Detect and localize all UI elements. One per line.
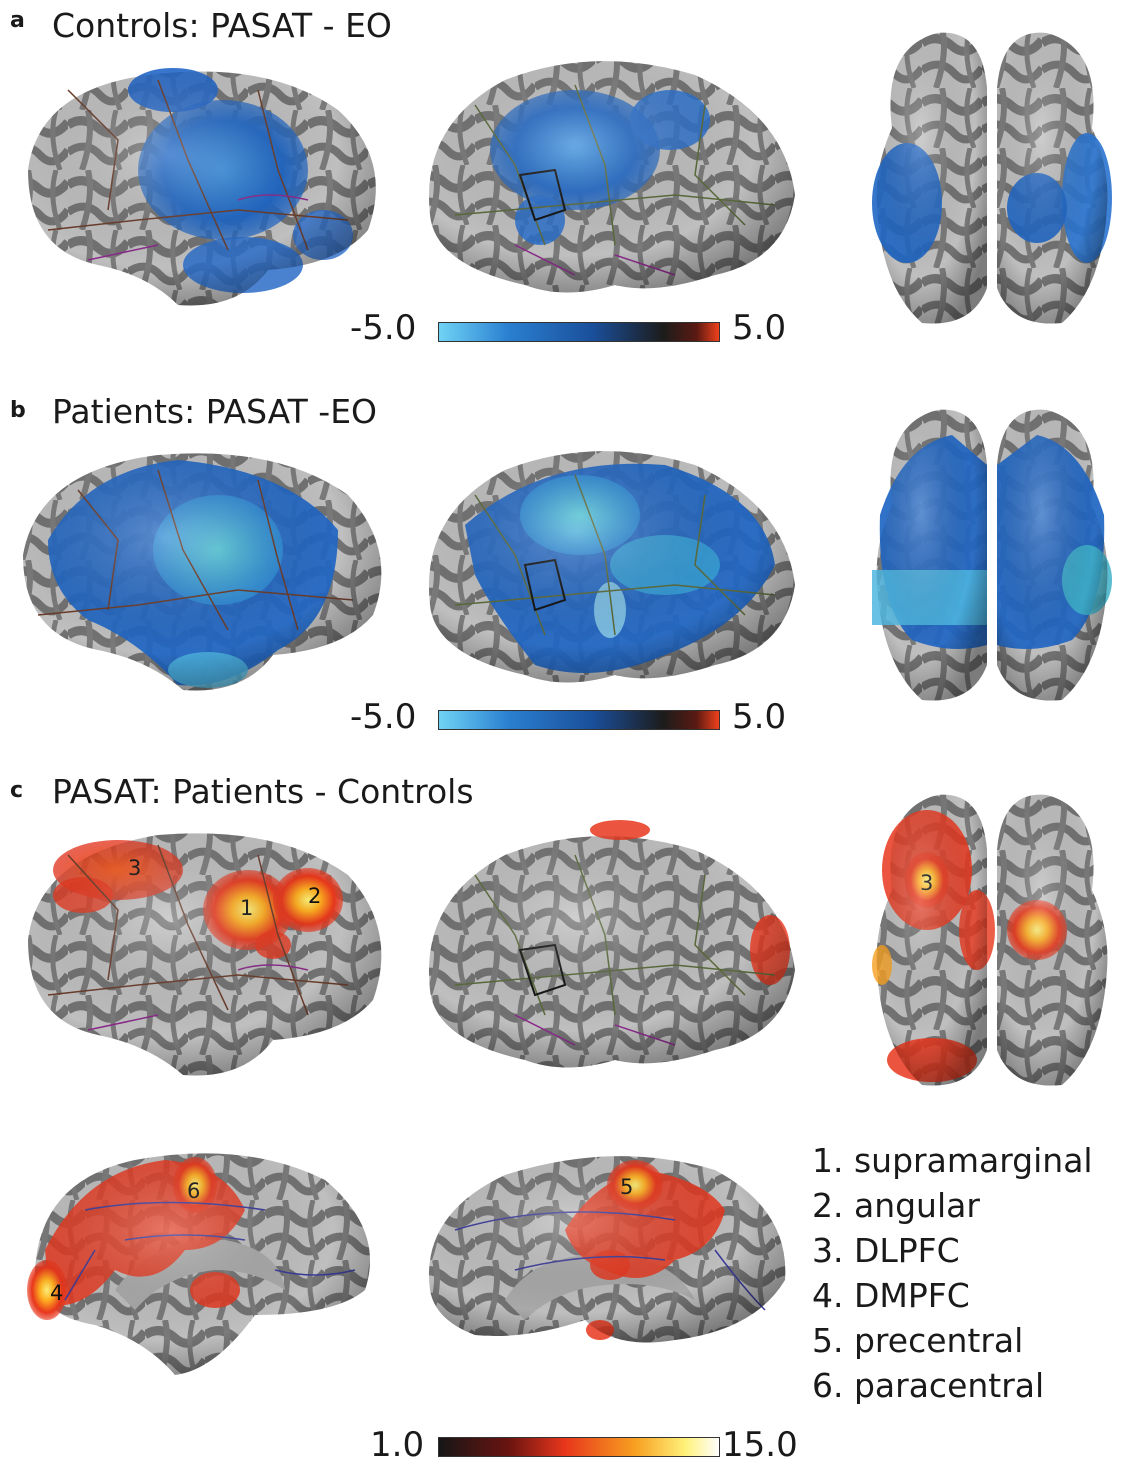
panel-a-colorbar-min: -5.0 (350, 308, 417, 348)
panel-c-title: PASAT: Patients - Controls (52, 772, 474, 811)
panel-a-colorbar (438, 322, 720, 342)
panel-b-lateral-left-brain (23, 453, 382, 691)
legend-item-angular: 2. angular (812, 1186, 980, 1225)
panel-a-letter: a (10, 8, 25, 33)
panel-b-dorsal-brain (872, 409, 1112, 701)
panel-a-colorbar-max: 5.0 (732, 308, 787, 348)
panel-b-colorbar-max: 5.0 (732, 697, 787, 737)
panel-a-lateral-right-brain (428, 61, 795, 293)
panel-c-letter: c (10, 778, 24, 803)
legend-item-precentral: 5. precentral (812, 1321, 1024, 1360)
panel-b-lateral-right-brain (428, 451, 795, 683)
legend-item-dmpfc: 4. DMPFC (812, 1276, 970, 1315)
panel-c-medial-right-brain: 5 (428, 1156, 786, 1343)
legend-item-supramarginal: 1. supramarginal (812, 1141, 1093, 1180)
panel-c-colorbar-max: 15.0 (722, 1425, 798, 1465)
panel-b-colorbar (438, 710, 720, 730)
legend-item-dlpfc: 3. DLPFC (812, 1231, 960, 1270)
panel-a-title: Controls: PASAT - EO (52, 6, 392, 45)
panel-b-colorbar-min: -5.0 (350, 697, 417, 737)
panel-c-dorsal-brain: 3 (872, 794, 1108, 1086)
panel-c-lateral-right-brain (428, 820, 795, 1068)
panel-c-colorbar-min: 1.0 (370, 1425, 425, 1465)
panel-c-medial-left-brain: 6 4 (27, 1153, 370, 1375)
panel-b-letter: b (10, 398, 26, 423)
legend-item-paracentral: 6. paracentral (812, 1366, 1045, 1405)
panel-c-lateral-left-brain: 1 2 3 (28, 833, 382, 1076)
panel-a-dorsal-brain (872, 32, 1112, 324)
roi-legend: 1. supramarginal 2. angular 3. DLPFC 4. … (812, 1138, 1093, 1408)
panel-a-lateral-left-brain (28, 68, 376, 306)
panel-c-colorbar (438, 1437, 720, 1457)
panel-b-title: Patients: PASAT -EO (52, 392, 378, 431)
